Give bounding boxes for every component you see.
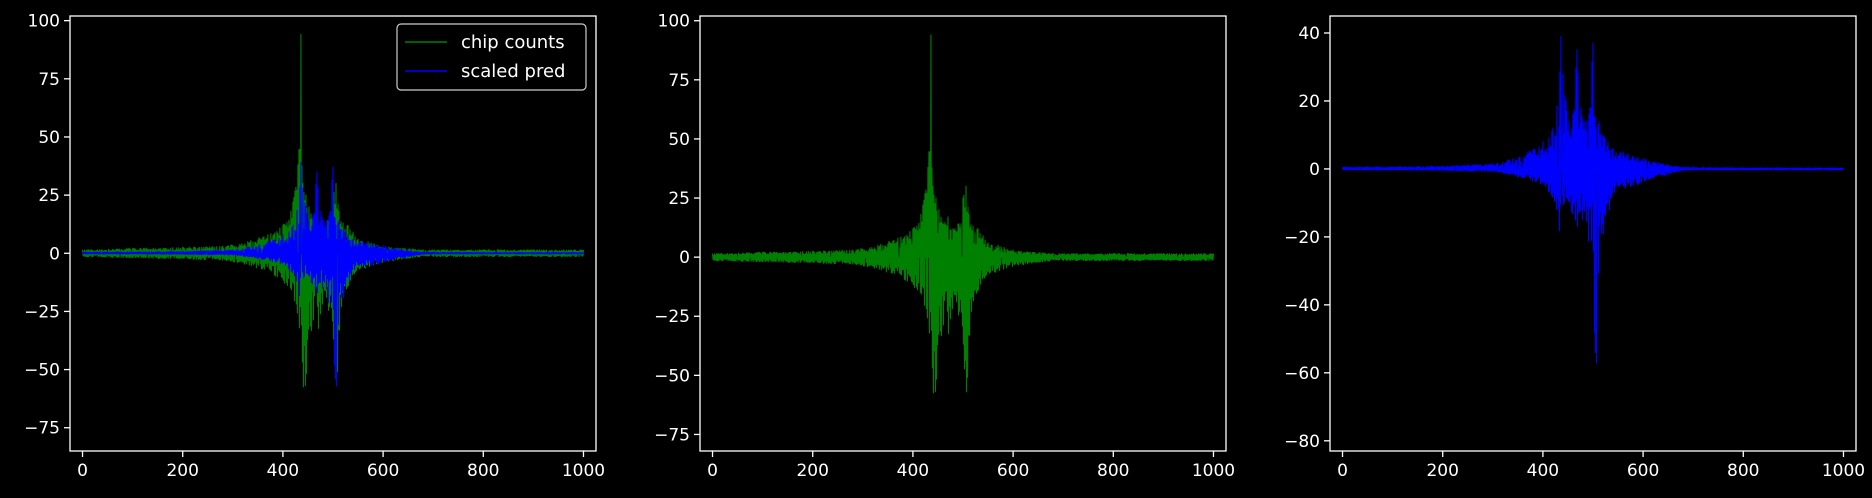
- y-tick-label: 25: [668, 189, 690, 209]
- y-tick-label: 100: [658, 12, 690, 32]
- y-tick-label: 25: [38, 186, 60, 206]
- x-tick-label: 800: [1097, 461, 1129, 481]
- legend: chip counts scaled pred: [396, 23, 587, 91]
- x-tick-label: 400: [897, 461, 929, 481]
- plot-panel-3: 0 200 400 600 800 1000 −80 −60 −40 −20 0 20 40: [1284, 15, 1865, 481]
- panel-2-frame: [699, 15, 1227, 452]
- x-tick-label: 1000: [562, 461, 605, 481]
- panel-3-ticks: 0 200 400 600 800 1000 −80 −60 −40 −20 0 20 40: [1284, 24, 1865, 481]
- x-tick-label: 1000: [1192, 461, 1235, 481]
- panel-2-lines: [711, 34, 1215, 394]
- y-tick-label: −60: [1284, 364, 1320, 384]
- panel-1-ticks: 0 200 400 600 800 1000 −75 −50 −25 0 25 50 75 100: [24, 12, 605, 481]
- y-tick-label: 0: [1309, 160, 1320, 180]
- panel-1-frame: [69, 15, 597, 452]
- x-tick-label: 400: [267, 461, 299, 481]
- y-tick-label: −75: [654, 425, 690, 445]
- series-line-blue: [1341, 35, 1844, 364]
- panel-2-ticks: 0 200 400 600 800 1000 −75 −50 −25 0 25 50 75 100: [654, 12, 1235, 481]
- panel-3-lines: [1341, 35, 1844, 364]
- y-tick-label: 40: [1298, 24, 1320, 44]
- y-tick-label: −80: [1284, 432, 1320, 452]
- y-tick-label: −75: [24, 419, 60, 439]
- x-tick-label: 800: [1727, 461, 1759, 481]
- y-tick-label: 75: [38, 70, 60, 90]
- y-tick-label: −25: [24, 302, 60, 322]
- y-tick-label: 100: [28, 12, 60, 32]
- y-tick-label: −25: [654, 307, 690, 327]
- x-tick-label: 1000: [1822, 461, 1865, 481]
- y-tick-label: −50: [654, 366, 690, 386]
- y-tick-label: 0: [49, 244, 60, 264]
- series-line-scaled-pred: [81, 162, 584, 387]
- legend-label-scaled-pred: scaled pred: [461, 61, 565, 82]
- legend-label-chip-counts: chip counts: [461, 32, 565, 53]
- y-tick-label: 75: [668, 71, 690, 91]
- panel-1-lines: [81, 34, 585, 388]
- x-tick-label: 0: [1337, 461, 1348, 481]
- x-tick-label: 0: [77, 461, 88, 481]
- y-tick-label: 50: [38, 128, 60, 148]
- y-tick-label: 20: [1298, 92, 1320, 112]
- x-tick-label: 200: [166, 461, 198, 481]
- panel-3-frame: [1329, 15, 1857, 452]
- y-tick-label: −40: [1284, 296, 1320, 316]
- x-tick-label: 200: [1426, 461, 1458, 481]
- x-tick-label: 800: [467, 461, 499, 481]
- x-tick-label: 600: [367, 461, 399, 481]
- x-tick-label: 400: [1527, 461, 1559, 481]
- y-tick-label: −20: [1284, 228, 1320, 248]
- x-tick-label: 0: [707, 461, 718, 481]
- legend-box: [396, 23, 587, 91]
- y-tick-label: 0: [679, 248, 690, 268]
- y-tick-label: 50: [668, 130, 690, 150]
- plot-panel-2: 0 200 400 600 800 1000 −75 −50 −25 0 25 50 75 100: [654, 12, 1235, 481]
- y-tick-label: −50: [24, 361, 60, 381]
- plot-panel-1: 0 200 400 600 800 1000 −75 −50 −25 0 25 50 75 100 chi…: [24, 12, 605, 481]
- series-line-green: [711, 34, 1215, 394]
- x-tick-label: 600: [1627, 461, 1659, 481]
- x-tick-label: 600: [997, 461, 1029, 481]
- x-tick-label: 200: [796, 461, 828, 481]
